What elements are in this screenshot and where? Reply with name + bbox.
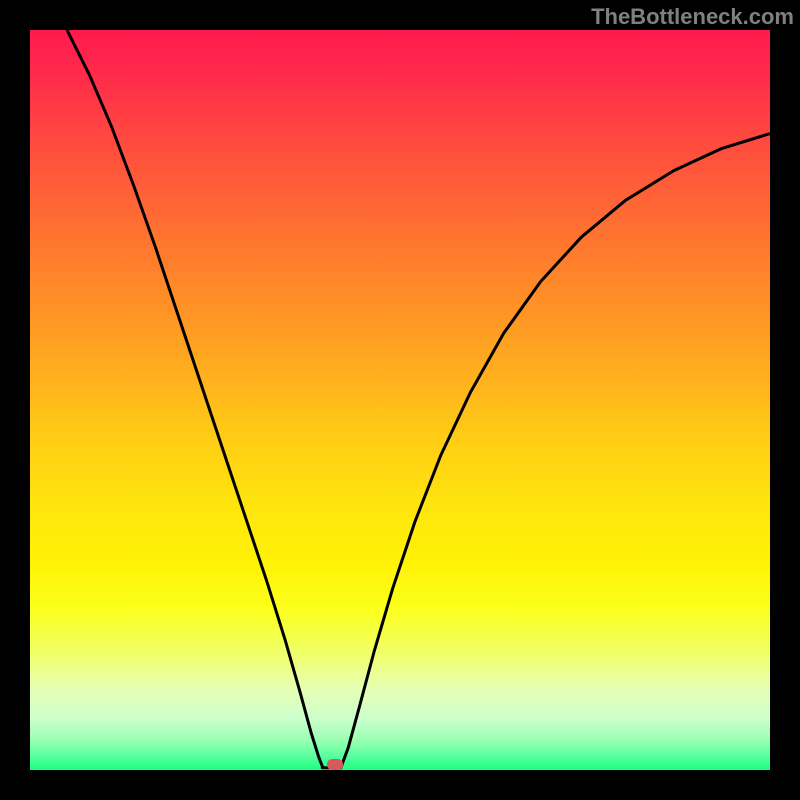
optimum-marker bbox=[327, 759, 343, 770]
chart-container: TheBottleneck.com bbox=[0, 0, 800, 800]
bottleneck-curve bbox=[67, 30, 770, 768]
watermark-text: TheBottleneck.com bbox=[591, 4, 794, 30]
plot-area bbox=[30, 30, 770, 770]
curve-svg bbox=[30, 30, 770, 770]
